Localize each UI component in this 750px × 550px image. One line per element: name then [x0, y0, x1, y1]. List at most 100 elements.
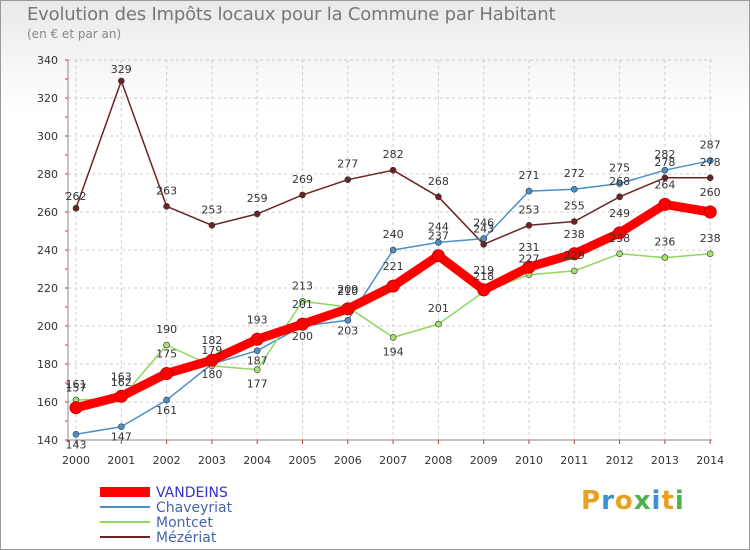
- point-Chaveyriat: [570, 185, 578, 193]
- y-tick-label: 140: [37, 434, 58, 447]
- point-VANDEINS: [341, 302, 355, 316]
- point-VANDEINS: [205, 353, 219, 367]
- point-VANDEINS: [250, 332, 264, 346]
- point-Mézériat: [208, 222, 216, 229]
- point-Mézériat: [299, 191, 306, 199]
- point-Mézériat: [118, 77, 125, 85]
- data-label-Mézériat: 243: [473, 222, 494, 235]
- point-Mézériat: [163, 203, 170, 210]
- data-label-Chaveyriat: 271: [519, 169, 540, 182]
- legend-label-VANDEINS: VANDEINS: [156, 485, 228, 501]
- data-label-Mézériat: 255: [564, 200, 585, 213]
- x-tick-label: 2011: [560, 454, 588, 467]
- data-label-Chaveyriat: 282: [654, 148, 675, 161]
- point-VANDEINS: [522, 260, 536, 274]
- data-label-Chaveyriat: 272: [564, 167, 585, 180]
- data-label-VANDEINS: 231: [519, 241, 540, 254]
- y-tick-label: 300: [37, 130, 58, 143]
- data-label-Mézériat: 269: [292, 173, 313, 186]
- x-tick-label: 2008: [424, 454, 452, 467]
- point-Chaveyriat: [253, 347, 261, 355]
- point-Mézériat: [389, 166, 397, 174]
- x-tick-label: 2003: [198, 454, 226, 467]
- data-label-Mézériat: 263: [156, 184, 177, 197]
- x-tick-label: 2004: [243, 454, 271, 467]
- x-tick-label: 2001: [107, 454, 135, 467]
- data-label-VANDEINS: 175: [156, 348, 177, 361]
- data-label-Mézériat: 259: [247, 192, 268, 205]
- data-label-Montcet: 179: [201, 344, 222, 357]
- point-Mézériat: [253, 210, 261, 218]
- x-tick-label: 2005: [289, 454, 317, 467]
- data-label-Mézériat: 277: [337, 158, 358, 171]
- point-Mézériat: [344, 176, 352, 183]
- point-VANDEINS: [477, 283, 491, 297]
- point-Chaveyriat: [616, 180, 623, 187]
- y-tick-label: 340: [37, 54, 58, 67]
- point-Chaveyriat: [72, 430, 80, 438]
- data-label-VANDEINS: 260: [700, 186, 721, 199]
- data-label-Mézériat: 262: [66, 190, 87, 203]
- chart-subtitle: (en € et par an): [27, 27, 122, 41]
- y-tick-label: 260: [37, 206, 58, 219]
- axes: 140 160 180 200 220 240 260 280 300 320 340 2000 200…: [37, 54, 724, 467]
- legend-label-Mézériat: Mézériat: [156, 530, 217, 546]
- data-label-Montcet: 177: [247, 378, 268, 391]
- y-tick-label: 200: [37, 320, 58, 333]
- data-label-VANDEINS: 193: [247, 313, 268, 326]
- data-label-Montcet: 201: [428, 302, 449, 315]
- point-Montcet: [389, 334, 397, 341]
- data-label-Montcet: 238: [700, 232, 721, 245]
- x-tick-label: 2000: [62, 454, 90, 467]
- x-tick-label: 2002: [153, 454, 181, 467]
- data-label-Chaveyriat: 161: [156, 404, 177, 417]
- chart-title: Evolution des Impôts locaux pour la Comm…: [27, 4, 556, 25]
- data-label-Mézériat: 278: [700, 156, 721, 169]
- point-Chaveyriat: [706, 157, 714, 164]
- data-label-Montcet: 238: [609, 232, 630, 245]
- data-label-VANDEINS: 157: [66, 382, 87, 395]
- point-Montcet: [299, 297, 306, 305]
- y-tick-label: 220: [37, 282, 58, 295]
- data-label-VANDEINS: 182: [201, 334, 222, 347]
- legend-label-Montcet: Montcet: [156, 515, 213, 531]
- point-Mézériat: [616, 193, 623, 201]
- point-Chaveyriat: [480, 235, 488, 242]
- data-label-Chaveyriat: 244: [428, 220, 449, 233]
- data-label-Mézériat: 329: [111, 63, 132, 76]
- data-label-Montcet: 162: [111, 376, 132, 389]
- point-VANDEINS: [613, 226, 627, 240]
- data-label-Chaveyriat: 275: [609, 162, 630, 175]
- data-label-Montcet: 161: [66, 378, 87, 391]
- legend-label-Chaveyriat: Chaveyriat: [156, 500, 233, 516]
- data-label-Montcet: 190: [156, 323, 177, 336]
- point-Mézériat: [661, 174, 669, 182]
- y-tick-label: 240: [37, 244, 58, 257]
- data-label-Mézériat: 278: [654, 156, 675, 169]
- y-tick-label: 160: [37, 396, 58, 409]
- point-VANDEINS: [160, 367, 174, 380]
- point-VANDEINS: [114, 389, 128, 403]
- data-label-Montcet: 213: [292, 279, 313, 292]
- point-VANDEINS: [567, 247, 581, 261]
- data-label-Montcet: 227: [519, 253, 540, 266]
- point-Mézériat: [525, 222, 533, 229]
- point-Montcet: [253, 366, 261, 374]
- data-label-Chaveyriat: 246: [473, 217, 494, 230]
- x-tick-label: 2006: [334, 454, 362, 467]
- data-label-Chaveyriat: 287: [700, 139, 721, 152]
- x-tick-label: 2012: [606, 454, 634, 467]
- point-VANDEINS: [296, 317, 309, 331]
- x-tick-label: 2014: [696, 454, 724, 467]
- data-label-VANDEINS: 221: [383, 260, 404, 273]
- data-label-Montcet: 236: [654, 236, 675, 249]
- data-label-Chaveyriat: 180: [201, 368, 222, 381]
- data-label-VANDEINS: 249: [609, 207, 630, 220]
- y-tick-label: 320: [37, 92, 58, 105]
- point-VANDEINS: [69, 401, 83, 415]
- point-Chaveyriat: [435, 239, 442, 246]
- data-label-Montcet: 229: [564, 249, 585, 262]
- point-Chaveyriat: [661, 166, 669, 174]
- data-label-Mézériat: 268: [428, 175, 449, 188]
